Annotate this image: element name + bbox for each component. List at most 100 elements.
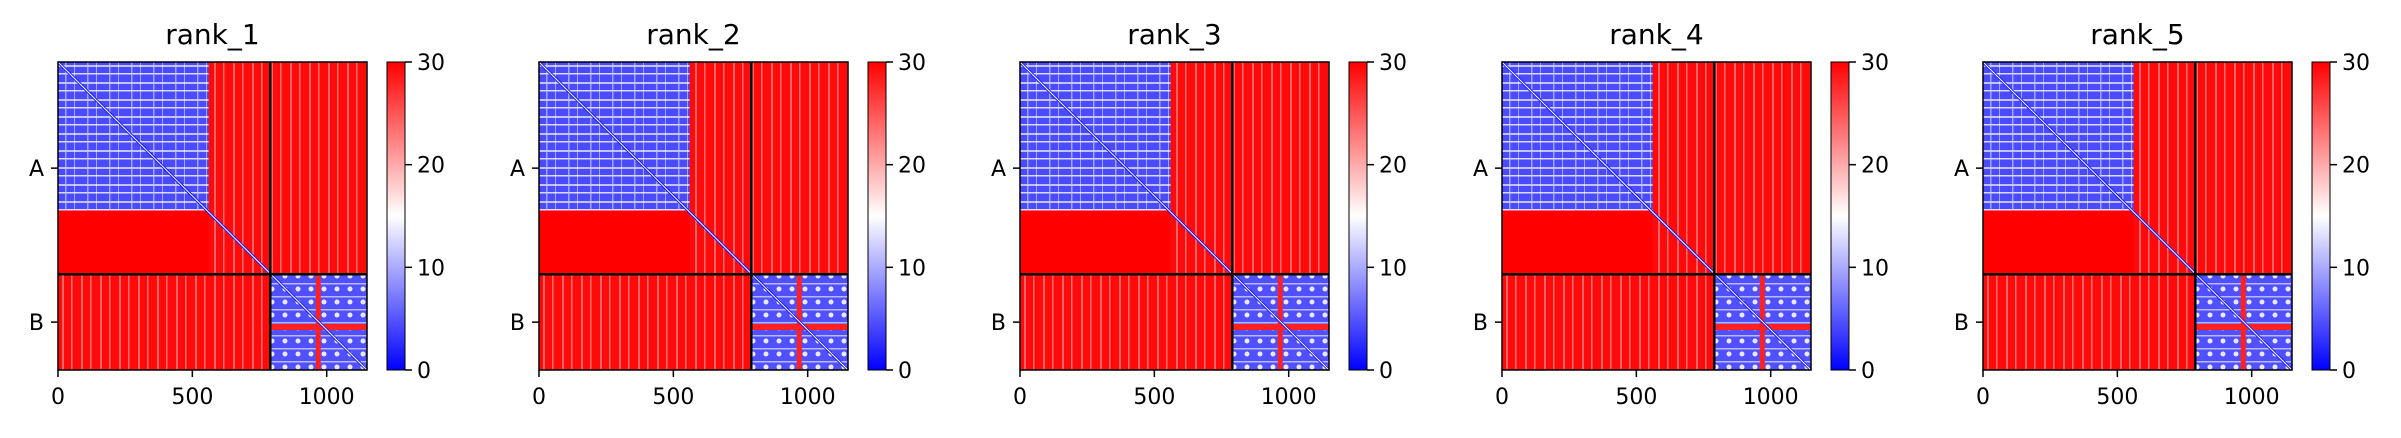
colorbar-gradient	[2311, 61, 2331, 371]
diagonal-core	[1019, 61, 1330, 371]
colorbar-gradient	[1830, 61, 1850, 371]
y-tick-label: B	[991, 311, 1006, 336]
colorbar-tick-label: 0	[417, 359, 431, 384]
heatmap: A B 0 500 1000	[510, 60, 850, 410]
colorbar-tick-label: 30	[2342, 51, 2370, 76]
panel-title: rank_1	[165, 18, 259, 51]
colorbar: 0 10 20 30	[1830, 51, 1889, 384]
colorbar: 0 10 20 30	[386, 51, 445, 384]
heatmap: A B 0 500 1000	[29, 60, 369, 410]
x-tick-label: 0	[532, 385, 546, 410]
y-tick-label: A	[1954, 157, 1969, 182]
colorbar-gradient	[1348, 61, 1368, 371]
colorbar: 0 10 20 30	[2311, 51, 2370, 384]
panel-title: rank_3	[1127, 18, 1221, 51]
x-tick-label: 1000	[1743, 385, 1799, 410]
y-tick-label: B	[1473, 311, 1488, 336]
colorbar-tick-label: 20	[1861, 154, 1889, 179]
colorbar-tick-label: 0	[898, 359, 912, 384]
block-aa-tail	[1170, 62, 1233, 275]
diagonal-core	[538, 61, 849, 371]
colorbar-tick-label: 30	[417, 51, 445, 76]
block-ba	[58, 274, 271, 370]
block-ba	[1020, 274, 1233, 370]
x-tick-label: 500	[1615, 385, 1657, 410]
block-aa-lower	[1983, 210, 2134, 275]
y-tick-label: B	[29, 311, 44, 336]
block-aa-lower	[539, 210, 690, 275]
colorbar-tick-label: 10	[417, 256, 445, 281]
block-ab	[2195, 62, 2292, 275]
colorbar-tick-label: 30	[898, 51, 926, 76]
y-tick-label: A	[991, 157, 1006, 182]
x-tick-label: 500	[171, 385, 213, 410]
colorbar-tick-label: 30	[1379, 51, 1407, 76]
panel-2: rank_2 A B 0 500 1000 0 10 20 30	[510, 18, 926, 410]
x-tick-label: 1000	[299, 385, 355, 410]
colorbar-tick-label: 20	[2342, 154, 2370, 179]
block-ab	[751, 62, 848, 275]
colorbar-tick-label: 10	[1379, 256, 1407, 281]
x-tick-label: 500	[2096, 385, 2138, 410]
colorbar-gradient	[867, 61, 887, 371]
colorbar-tick-label: 10	[898, 256, 926, 281]
block-aa-tail	[1652, 62, 1715, 275]
axes-frame	[1501, 61, 1812, 371]
block-ab	[270, 62, 367, 275]
colorbar: 0 10 20 30	[867, 51, 926, 384]
colorbar-tick-label: 0	[2342, 359, 2356, 384]
y-tick-label: B	[1954, 311, 1969, 336]
x-tick-label: 0	[51, 385, 65, 410]
block-ab	[1714, 62, 1811, 275]
colorbar-tick-label: 0	[1861, 359, 1875, 384]
block-aa-lower	[1502, 210, 1653, 275]
y-tick-label: A	[510, 157, 525, 182]
heatmap: A B 0 500 1000	[1473, 60, 1813, 410]
x-tick-label: 0	[1495, 385, 1509, 410]
panel-title: rank_4	[1609, 18, 1703, 51]
panel-5: rank_5 A B 0 500 1000 0 10 20 30	[1954, 18, 2370, 410]
colorbar: 0 10 20 30	[1348, 51, 1407, 384]
block-aa-lower	[58, 210, 209, 275]
colorbar-tick-label: 0	[1379, 359, 1393, 384]
x-tick-label: 1000	[780, 385, 836, 410]
panel-4: rank_4 A B 0 500 1000 0 10 20 30	[1473, 18, 1889, 410]
panel-1: rank_1 A B 0 500 1000 0 10 20 30	[29, 18, 445, 410]
colorbar-tick-label: 10	[1861, 256, 1889, 281]
colorbar-tick-label: 20	[417, 154, 445, 179]
x-tick-label: 500	[652, 385, 694, 410]
y-tick-label: B	[510, 311, 525, 336]
axes-frame	[57, 61, 368, 371]
diagonal-core	[1982, 61, 2293, 371]
block-aa-lower	[1020, 210, 1171, 275]
colorbar-tick-label: 30	[1861, 51, 1889, 76]
diagonal-core	[1501, 61, 1812, 371]
colorbar-gradient	[386, 61, 406, 371]
heatmap: A B 0 500 1000	[991, 60, 1331, 410]
block-ba	[1502, 274, 1715, 370]
y-tick-label: A	[29, 157, 44, 182]
panel-title: rank_2	[646, 18, 740, 51]
x-tick-label: 0	[1013, 385, 1027, 410]
block-ab	[1232, 62, 1329, 275]
panel-title: rank_5	[2090, 18, 2184, 51]
panel-3: rank_3 A B 0 500 1000 0 10 20 30	[991, 18, 1407, 410]
x-tick-label: 1000	[1261, 385, 1317, 410]
x-tick-label: 1000	[2224, 385, 2280, 410]
x-tick-label: 500	[1133, 385, 1175, 410]
axes-frame	[538, 61, 849, 371]
colorbar-tick-label: 20	[898, 154, 926, 179]
diagonal-core	[57, 61, 368, 371]
block-ba	[539, 274, 752, 370]
block-aa-tail	[2133, 62, 2196, 275]
y-tick-label: A	[1473, 157, 1488, 182]
axes-frame	[1019, 61, 1330, 371]
heatmap: A B 0 500 1000	[1954, 60, 2294, 410]
colorbar-tick-label: 20	[1379, 154, 1407, 179]
axes-frame	[1982, 61, 2293, 371]
block-ba	[1983, 274, 2196, 370]
block-aa-tail	[689, 62, 752, 275]
x-tick-label: 0	[1976, 385, 1990, 410]
block-aa-tail	[208, 62, 271, 275]
